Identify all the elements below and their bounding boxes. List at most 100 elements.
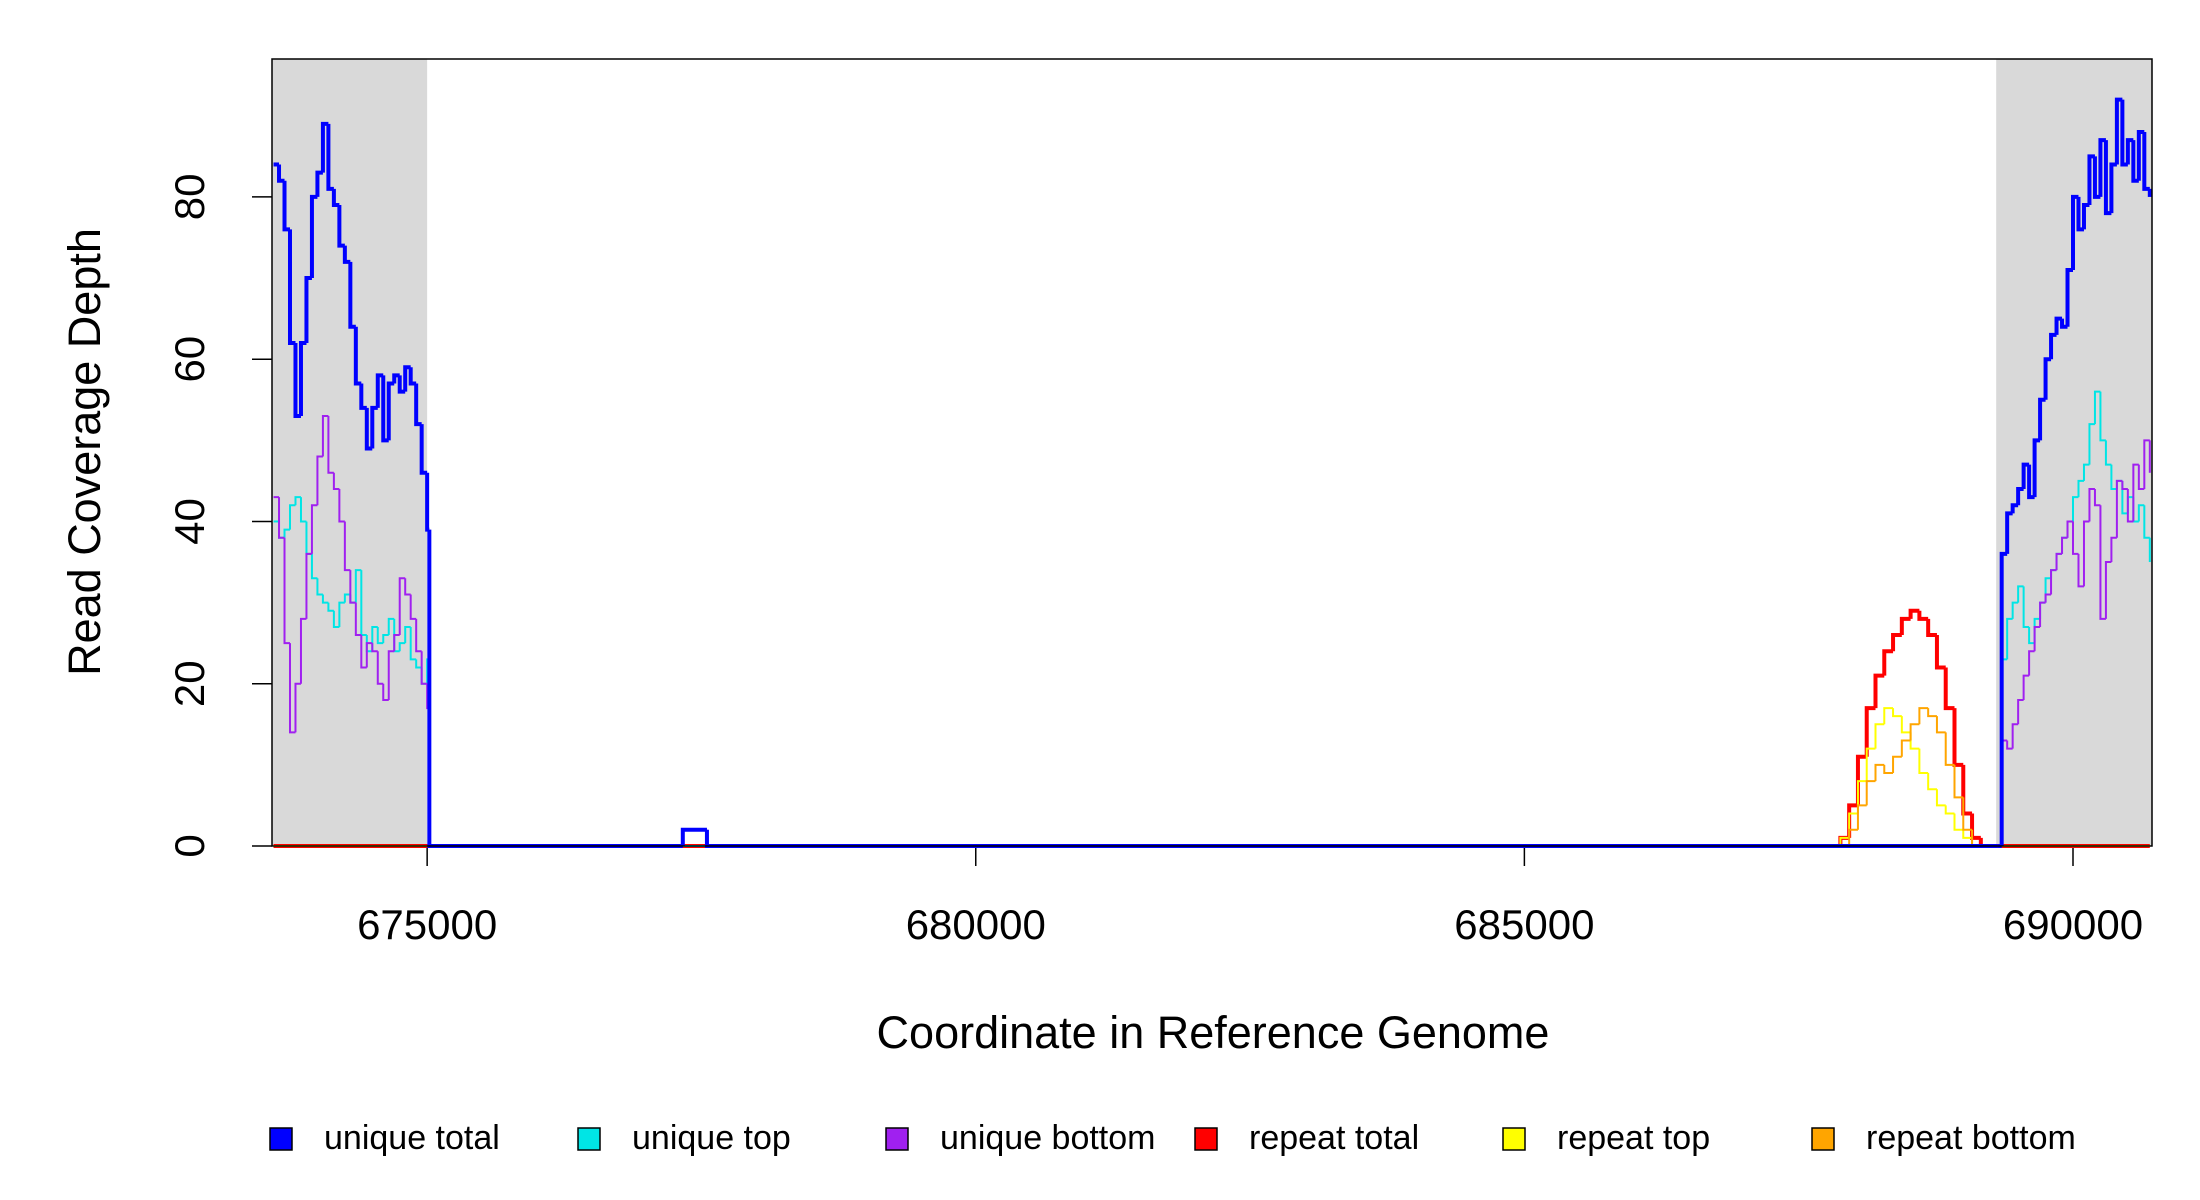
step-segment [1934,635,1946,670]
step-segment [2077,553,2084,588]
step-segment [2093,390,2101,425]
step-segment [2132,463,2139,522]
step-segment [316,455,323,506]
step-segment [293,342,301,418]
step-segment [332,472,340,491]
step-segment [1909,723,1920,741]
step-segment [404,625,411,644]
legend-label: unique bottom [940,1119,1156,1157]
step-segment [1935,789,1946,807]
step-segment [353,326,362,386]
step-segment [415,618,422,653]
step-segment [427,529,683,848]
step-segment [283,537,290,645]
step-segment [2055,552,2063,571]
series-line [273,608,2150,848]
step-segment [332,610,340,628]
step-segment [299,617,307,684]
step-segment [2028,650,2035,676]
step-segment [2093,489,2101,507]
step-segment [1883,707,1894,725]
x-tick-label: 680000 [906,901,1046,948]
step-segment [1962,829,1973,839]
step-segment [2049,332,2057,360]
step-segment [2005,511,2013,554]
step-segment [359,383,367,410]
step-segment [283,528,290,538]
step-segment [1847,803,1858,838]
step-segment [354,569,362,603]
step-segment [1865,747,1876,782]
step-segment [1962,797,1973,831]
step-segment [342,245,351,264]
step-segment [415,659,422,669]
step-segment [2126,489,2134,523]
step-segment [1918,748,1929,774]
step-segment [331,188,340,208]
step-segment [1873,673,1885,709]
step-segment [288,643,296,734]
step-segment [2032,438,2041,498]
step-segment [294,682,301,733]
step-segment [1909,732,1920,750]
step-segment [2017,585,2024,603]
step-segment [338,601,345,627]
legend-label: repeat bottom [1866,1119,2076,1157]
step-segment [414,383,422,427]
step-segment [2088,423,2095,465]
step-segment [349,570,356,604]
step-segment [305,552,312,619]
step-segment [278,497,285,539]
plot-frame [271,58,2153,847]
legend-swatch [269,1127,293,1151]
step-segment [288,504,296,530]
step-segment [2039,601,2046,627]
step-segment [1927,772,1937,791]
step-segment [1900,739,1911,757]
step-segment [2110,536,2117,563]
step-segment [1883,764,1894,774]
step-segment [2011,601,2019,619]
step-segment [1900,716,1911,734]
step-segment [2006,617,2013,660]
step-segment [2022,586,2030,628]
step-segment [327,415,334,474]
shaded-region [1996,59,2152,846]
legend-swatch [1811,1127,1835,1151]
step-segment [428,659,683,847]
step-segment [2082,463,2090,481]
step-segment [2033,625,2041,652]
legend-label: repeat total [1249,1119,1419,1157]
step-segment [1891,633,1902,652]
step-segment [398,642,406,652]
step-segment [2017,698,2024,725]
legend-swatch [885,1127,909,1151]
step-segment [2066,520,2073,538]
step-segment [420,651,428,685]
step-segment [2022,674,2030,700]
step-segment [2006,740,2013,750]
step-segment [2104,440,2112,466]
y-tick-label: 80 [166,174,213,221]
step-segment [310,504,318,554]
step-segment [404,578,411,596]
step-segment [1918,707,1929,725]
step-segment [2043,357,2052,400]
step-segment [2021,462,2030,490]
step-segment [294,496,301,506]
step-segment [1927,708,1937,718]
step-segment [2103,140,2112,216]
step-segment [1839,836,1850,846]
step-segment [1864,706,1876,757]
step-segment [2028,626,2035,645]
x-tick-label: 675000 [357,901,497,948]
step-segment [1944,805,1955,815]
y-tick-label: 20 [166,660,213,707]
step-segment [1865,780,1876,806]
x-tick-label: 685000 [1454,901,1594,948]
step-segment [343,593,351,603]
step-segment [277,164,285,183]
step-segment [2098,138,2106,197]
step-segment [1856,804,1867,830]
